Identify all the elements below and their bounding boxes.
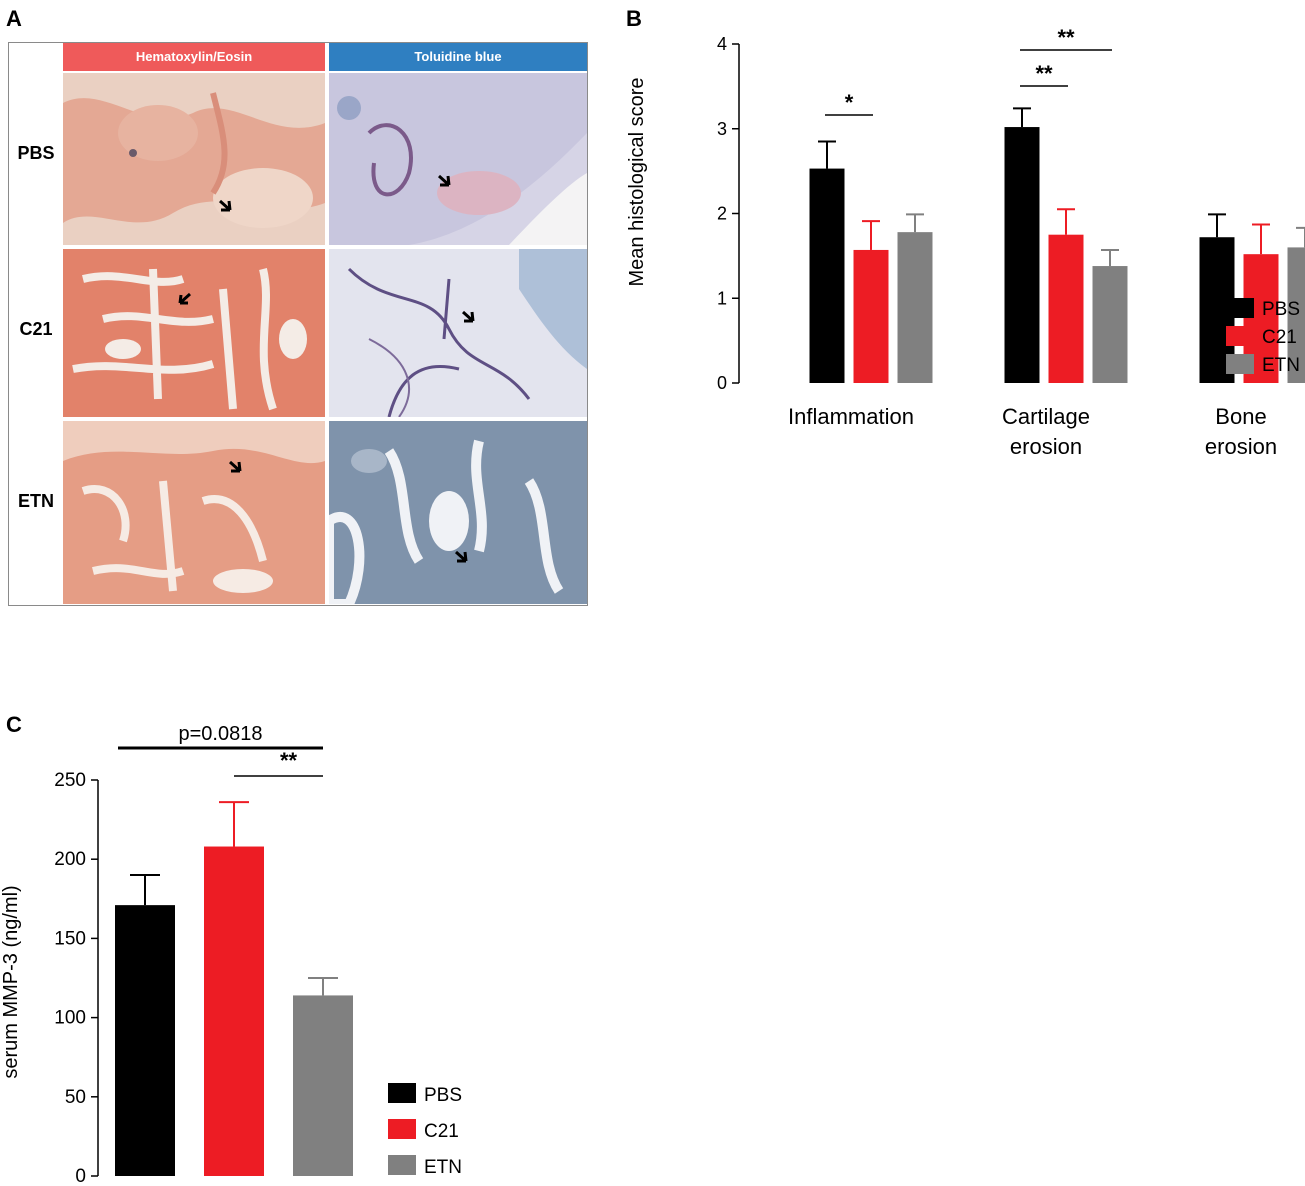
y-tick-label: 0 [75,1166,86,1186]
row-label-pbs: PBS [17,143,55,163]
arrow-icon [178,292,192,305]
legend-swatch [1226,326,1254,346]
y-tick-label: 4 [717,34,727,54]
bar [1287,247,1305,383]
category-label: Cartilage [1002,404,1090,429]
bar [204,846,264,1176]
significance-label: ** [280,748,298,773]
arrow-icon [228,460,242,473]
legend-label: C21 [1262,327,1297,348]
chart-c-ylabel: serum MMP-3 (ng/ml) [0,885,22,1078]
legend-swatch [388,1083,416,1103]
panel-b-letter: B [626,6,642,31]
tb-image-c21 [329,249,587,417]
category-label: erosion [1010,434,1082,459]
y-tick-label: 100 [54,1008,86,1029]
category-label: Inflammation [788,404,914,429]
arrow-icon [437,174,451,187]
bar [897,232,933,383]
row-label-c21: C21 [19,319,53,339]
tb-image-etn [329,421,587,604]
legend-swatch [388,1119,416,1139]
legend-label: PBS [1262,299,1300,320]
panel-a-letter: A [6,6,22,31]
y-tick-label: 150 [54,928,86,949]
histology-image-grid: Hematoxylin/Eosin Toluidine blue PBS C21… [8,42,588,606]
bar [809,168,845,383]
column-header-he: Hematoxylin/Eosin [63,43,325,71]
significance-label: ** [1035,61,1053,86]
tb-image-pbs [329,73,587,245]
y-tick-label: 3 [717,119,727,139]
bar [1004,127,1040,384]
arrow-icon [454,550,468,563]
row-label-etn: ETN [18,491,54,511]
y-tick-label: 250 [54,770,86,791]
y-tick-label: 2 [717,204,727,224]
legend-label: ETN [424,1157,462,1178]
legend-swatch [388,1155,416,1175]
column-header-toluidine: Toluidine blue [329,43,587,71]
bar [1092,266,1128,383]
legend-label: ETN [1262,355,1300,376]
serum-mmp3-chart: serum MMP-3 (ng/ml) 0 50 100 150 200 250 p=0.0… [0,723,462,1186]
arrow-icon [218,199,232,212]
y-tick-label: 50 [65,1087,86,1108]
he-image-etn [63,421,325,604]
significance-label: * [845,90,854,115]
he-image-c21 [63,249,325,417]
significance-label: ** [1057,25,1075,50]
legend-label: C21 [424,1121,459,1142]
bar [1048,234,1084,383]
bar [115,905,175,1176]
histological-score-chart: Mean histological score 0 1 2 3 4 Inflammatio… [626,25,1305,459]
arrow-icon [461,310,475,323]
chart-b-ylabel: Mean histological score [626,78,648,287]
legend-swatch [1226,298,1254,318]
bar [293,995,353,1176]
legend-label: PBS [424,1085,462,1106]
legend-swatch [1226,354,1254,374]
y-tick-label: 0 [717,373,727,393]
y-tick-label: 200 [54,849,86,870]
category-label: Bone [1215,404,1266,429]
significance-label: p=0.0818 [179,723,263,745]
bar [853,249,889,383]
he-image-pbs [63,73,325,245]
panel-c-letter: C [6,712,22,737]
category-label: erosion [1205,434,1277,459]
y-tick-label: 1 [717,288,727,308]
